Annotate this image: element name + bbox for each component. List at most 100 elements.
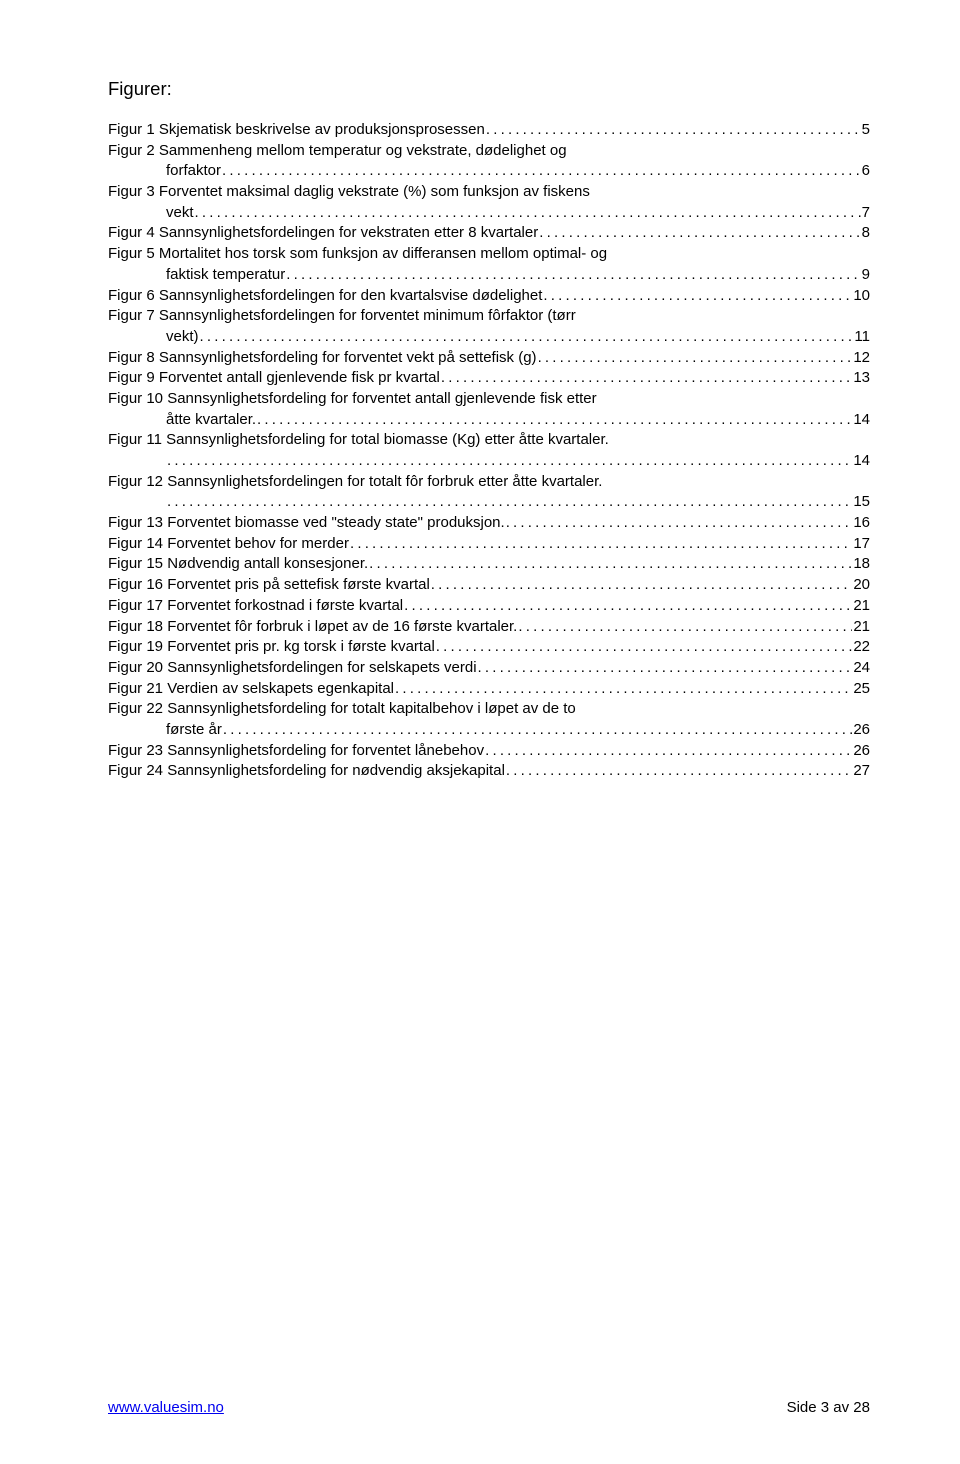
toc-entry: Figur 4 Sannsynlighetsfordelingen for ve… — [108, 223, 870, 244]
footer-link[interactable]: www.valuesim.no — [108, 1399, 224, 1416]
toc-entry-label: Figur 9 Forventet antall gjenlevende fis… — [108, 368, 440, 389]
toc-leader-dots — [167, 451, 852, 472]
toc-entry-page: 15 — [853, 492, 870, 513]
toc-entry: vekt) 11 — [108, 327, 870, 348]
toc-entry-label: Figur 11 Sannsynlighetsfordeling for tot… — [108, 430, 609, 451]
figures-toc: Figur 1 Skjematisk beskrivelse av produk… — [108, 120, 870, 782]
toc-entry: vekt 7 — [108, 203, 870, 224]
toc-entry: Figur 1 Skjematisk beskrivelse av produk… — [108, 120, 870, 141]
toc-entry-page: 9 — [862, 265, 870, 286]
toc-entry-page: 21 — [853, 617, 870, 638]
list-of-figures-heading: Figurer: — [108, 78, 870, 100]
toc-entry: Figur 2 Sammenheng mellom temperatur og … — [108, 141, 870, 162]
toc-leader-dots — [223, 720, 852, 741]
toc-entry: Figur 13 Forventet biomasse ved "steady … — [108, 513, 870, 534]
page-footer: www.valuesim.no Side 3 av 28 — [108, 1399, 870, 1416]
toc-entry: Figur 5 Mortalitet hos torsk som funksjo… — [108, 244, 870, 265]
toc-entry: Figur 6 Sannsynlighetsfordelingen for de… — [108, 286, 870, 307]
toc-leader-dots — [369, 554, 852, 575]
toc-entry-page: 6 — [862, 161, 870, 182]
toc-entry-label: Figur 1 Skjematisk beskrivelse av produk… — [108, 120, 485, 141]
toc-entry: Figur 8 Sannsynlighetsfordeling for forv… — [108, 348, 870, 369]
toc-entry-page: 14 — [853, 410, 870, 431]
toc-entry-label: Figur 3 Forventet maksimal daglig vekstr… — [108, 182, 590, 203]
toc-entry-label: Figur 22 Sannsynlighetsfordeling for tot… — [108, 699, 576, 720]
toc-entry: 14 — [108, 451, 870, 472]
toc-entry-label: Figur 17 Forventet forkostnad i første k… — [108, 596, 403, 617]
toc-entry-label: Figur 15 Nødvendig antall konsesjoner. — [108, 554, 368, 575]
toc-leader-dots — [286, 265, 860, 286]
toc-entry-page: 22 — [853, 637, 870, 658]
toc-entry-label: Figur 18 Forventet fôr forbruk i løpet a… — [108, 617, 517, 638]
toc-entry-page: 17 — [853, 534, 870, 555]
toc-entry: åtte kvartaler.14 — [108, 410, 870, 431]
toc-entry-page: 20 — [853, 575, 870, 596]
toc-entry-label: Figur 4 Sannsynlighetsfordelingen for ve… — [108, 223, 538, 244]
toc-entry-page: 11 — [854, 327, 870, 348]
toc-entry: Figur 7 Sannsynlighetsfordelingen for fo… — [108, 306, 870, 327]
toc-entry: Figur 21 Verdien av selskapets egenkapit… — [108, 679, 870, 700]
toc-leader-dots — [404, 596, 852, 617]
toc-entry: Figur 19 Forventet pris pr. kg torsk i f… — [108, 637, 870, 658]
toc-entry-label: Figur 2 Sammenheng mellom temperatur og … — [108, 141, 567, 162]
toc-entry: Figur 23 Sannsynlighetsfordeling for for… — [108, 741, 870, 762]
toc-entry: Figur 3 Forventet maksimal daglig vekstr… — [108, 182, 870, 203]
toc-entry-page: 8 — [862, 223, 870, 244]
toc-entry-label: Figur 24 Sannsynlighetsfordeling for nød… — [108, 761, 505, 782]
toc-leader-dots — [395, 679, 852, 700]
toc-entry: Figur 18 Forventet fôr forbruk i løpet a… — [108, 617, 870, 638]
toc-leader-dots — [167, 492, 852, 513]
toc-entry: Figur 10 Sannsynlighetsfordeling for for… — [108, 389, 870, 410]
toc-entry-label: Figur 8 Sannsynlighetsfordeling for forv… — [108, 348, 537, 369]
toc-entry-label: Figur 13 Forventet biomasse ved "steady … — [108, 513, 505, 534]
toc-entry-label: Figur 5 Mortalitet hos torsk som funksjo… — [108, 244, 607, 265]
toc-entry-label: vekt) — [166, 327, 199, 348]
toc-leader-dots — [431, 575, 853, 596]
toc-entry-page: 24 — [853, 658, 870, 679]
toc-leader-dots — [441, 368, 852, 389]
toc-entry: Figur 15 Nødvendig antall konsesjoner. 18 — [108, 554, 870, 575]
toc-entry-page: 26 — [853, 741, 870, 762]
toc-entry-page: 16 — [853, 513, 870, 534]
toc-entry-page: 7 — [862, 203, 870, 224]
toc-entry-label: vekt — [166, 203, 194, 224]
toc-entry-label: forfaktor — [166, 161, 221, 182]
toc-entry: Figur 17 Forventet forkostnad i første k… — [108, 596, 870, 617]
toc-entry: faktisk temperatur9 — [108, 265, 870, 286]
footer-page-info: Side 3 av 28 — [787, 1399, 870, 1416]
toc-entry: Figur 14 Forventet behov for merder 17 — [108, 534, 870, 555]
toc-entry-page: 26 — [853, 720, 870, 741]
toc-leader-dots — [506, 513, 853, 534]
toc-entry-label: Figur 16 Forventet pris på settefisk før… — [108, 575, 430, 596]
toc-entry-label: Figur 10 Sannsynlighetsfordeling for for… — [108, 389, 597, 410]
toc-entry-page: 12 — [853, 348, 870, 369]
toc-entry-page: 10 — [853, 286, 870, 307]
toc-entry: 15 — [108, 492, 870, 513]
toc-entry: Figur 24 Sannsynlighetsfordeling for nød… — [108, 761, 870, 782]
toc-leader-dots — [257, 410, 852, 431]
toc-leader-dots — [436, 637, 853, 658]
toc-leader-dots — [543, 286, 852, 307]
toc-entry: Figur 22 Sannsynlighetsfordeling for tot… — [108, 699, 870, 720]
toc-entry: Figur 20 Sannsynlighetsfordelingen for s… — [108, 658, 870, 679]
toc-entry-label: Figur 7 Sannsynlighetsfordelingen for fo… — [108, 306, 576, 327]
toc-entry-label: første år — [166, 720, 222, 741]
toc-leader-dots — [200, 327, 854, 348]
toc-entry-label: Figur 6 Sannsynlighetsfordelingen for de… — [108, 286, 542, 307]
toc-entry-page: 18 — [853, 554, 870, 575]
toc-entry-label: Figur 19 Forventet pris pr. kg torsk i f… — [108, 637, 435, 658]
toc-entry-label: Figur 23 Sannsynlighetsfordeling for for… — [108, 741, 484, 762]
toc-entry: Figur 9 Forventet antall gjenlevende fis… — [108, 368, 870, 389]
toc-leader-dots — [538, 348, 853, 369]
toc-leader-dots — [195, 203, 861, 224]
toc-leader-dots — [222, 161, 861, 182]
toc-entry-page: 21 — [853, 596, 870, 617]
toc-entry: første år 26 — [108, 720, 870, 741]
toc-entry-page: 25 — [853, 679, 870, 700]
toc-entry-label: Figur 12 Sannsynlighetsfordelingen for t… — [108, 472, 602, 493]
toc-entry: Figur 12 Sannsynlighetsfordelingen for t… — [108, 472, 870, 493]
toc-leader-dots — [350, 534, 852, 555]
toc-leader-dots — [518, 617, 852, 638]
toc-entry-label: Figur 14 Forventet behov for merder — [108, 534, 349, 555]
toc-leader-dots — [478, 658, 853, 679]
